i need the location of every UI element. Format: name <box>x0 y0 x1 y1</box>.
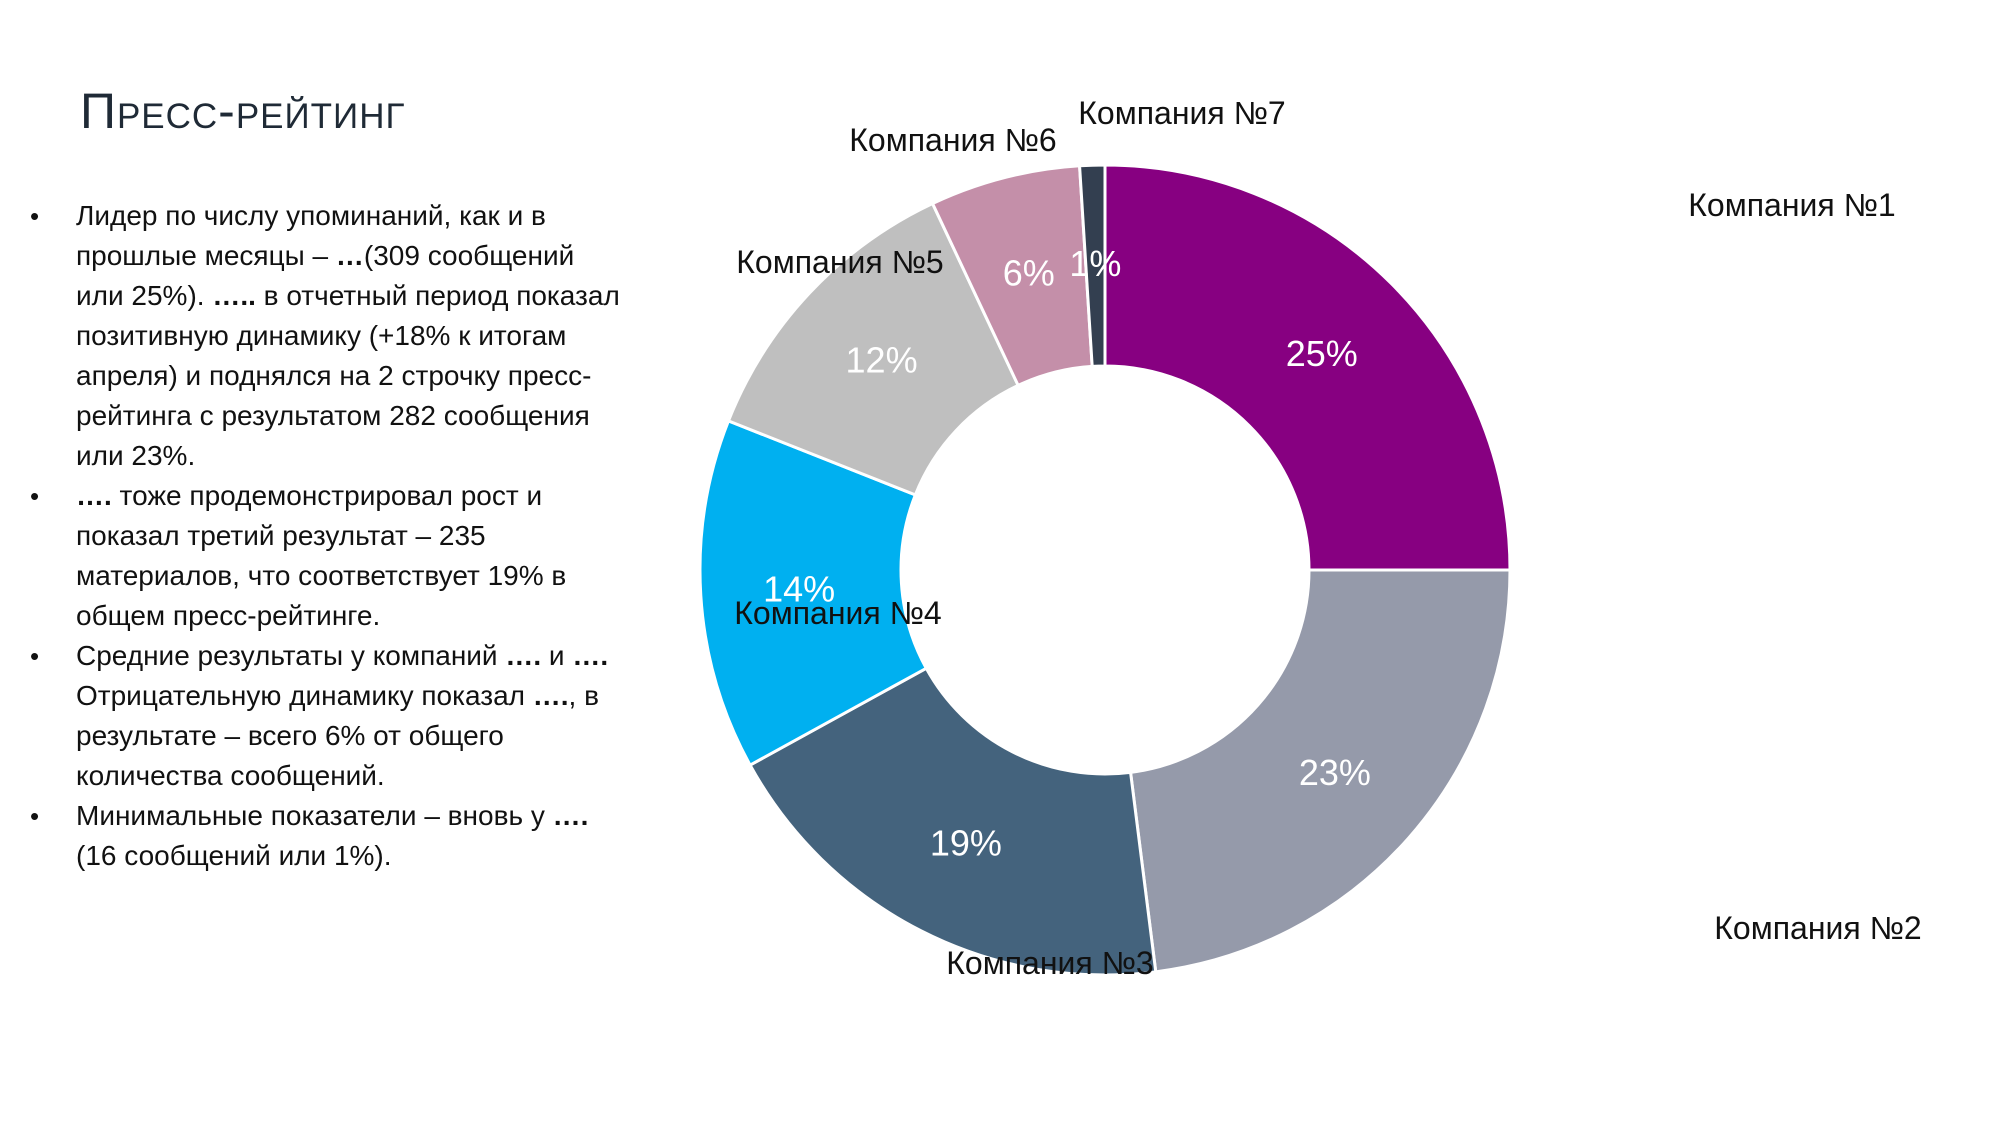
bullet-marker: • <box>30 201 40 231</box>
bullet-bold-text: …. <box>76 480 112 511</box>
bullet-text: (309 сообщений или 25%). <box>76 240 575 311</box>
donut-chart-area: 25% Компания №1 23% Компания №2 19% Компания … <box>690 0 2000 1125</box>
slice-category-label: Компания №2 <box>1714 910 1921 946</box>
slice-category-label: Компания №3 <box>946 945 1153 981</box>
donut-slice <box>726 201 1021 497</box>
bullet-bold-text: …. <box>572 640 609 671</box>
bullet-text: тоже продемонстрировал рост и показал тр… <box>76 480 567 631</box>
bullet-text: , в результате – всего 6% от общего коли… <box>76 680 599 791</box>
slice-data-label: 14% <box>763 569 835 610</box>
bullet-marker: • <box>30 481 40 511</box>
bullet-bold-text: …. <box>505 640 542 671</box>
donut-slice <box>1077 163 1107 368</box>
slice-data-label: 25% <box>1286 333 1358 374</box>
slice-data-label: 23% <box>1299 752 1371 793</box>
slice-category-label: Компания №5 <box>736 244 943 280</box>
bullet-item: • Лидер по числу упоминаний, как и в прош… <box>26 196 626 476</box>
slice-category-label: Компания №4 <box>734 595 941 631</box>
bullet-text: Минимальные показатели – вновь у <box>76 800 553 831</box>
bullet-bold-text: … <box>335 240 364 271</box>
slice-category-label: Компания №1 <box>1688 187 1895 223</box>
bullet-text: Отрицательную динамику показал <box>76 680 533 711</box>
bullet-item: • Средние результаты у компаний …. и …. О… <box>26 636 626 796</box>
donut-slice <box>698 418 929 768</box>
slice-data-label: 12% <box>846 340 918 381</box>
bullet-text: Лидер по числу упоминаний, как и в прошл… <box>76 200 546 271</box>
bullet-text: Средние результаты у компаний <box>76 640 506 671</box>
page-title: Пресс-рейтинг <box>80 83 406 139</box>
bullet-marker: • <box>30 641 40 671</box>
slice-data-label: 6% <box>1003 253 1055 294</box>
donut-slice <box>1128 568 1512 974</box>
bullet-item: • Минимальные показатели – вновь у …. (16 … <box>26 796 626 876</box>
bullet-list: • Лидер по числу упоминаний, как и в прош… <box>26 196 626 876</box>
bullet-bold-text: …. <box>552 800 589 831</box>
donut-slice <box>1103 163 1512 572</box>
bullet-text: и <box>541 640 573 671</box>
slice-data-label: 1% <box>1069 243 1121 284</box>
slice-data-label: 19% <box>930 823 1002 864</box>
bullet-bold-text: ….. <box>212 280 256 311</box>
bullet-marker: • <box>30 801 40 831</box>
bullet-item: • …. тоже продемонстрировал рост и показа… <box>26 476 626 636</box>
slice-category-label: Компания №7 <box>1078 95 1285 131</box>
slice-category-label: Компания №6 <box>849 122 1056 158</box>
bullet-bold-text: …. <box>532 680 569 711</box>
donut-slice <box>748 666 1158 977</box>
donut-chart: 25% Компания №1 23% Компания №2 19% Компания … <box>698 95 1922 981</box>
bullet-text: в отчетный период показал позитивную дин… <box>76 280 620 471</box>
bullet-text: (16 сообщений или 1%). <box>76 840 392 871</box>
